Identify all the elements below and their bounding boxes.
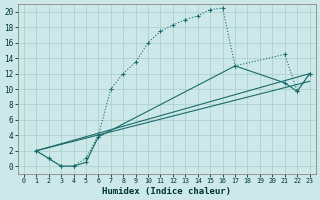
X-axis label: Humidex (Indice chaleur): Humidex (Indice chaleur)	[102, 187, 231, 196]
